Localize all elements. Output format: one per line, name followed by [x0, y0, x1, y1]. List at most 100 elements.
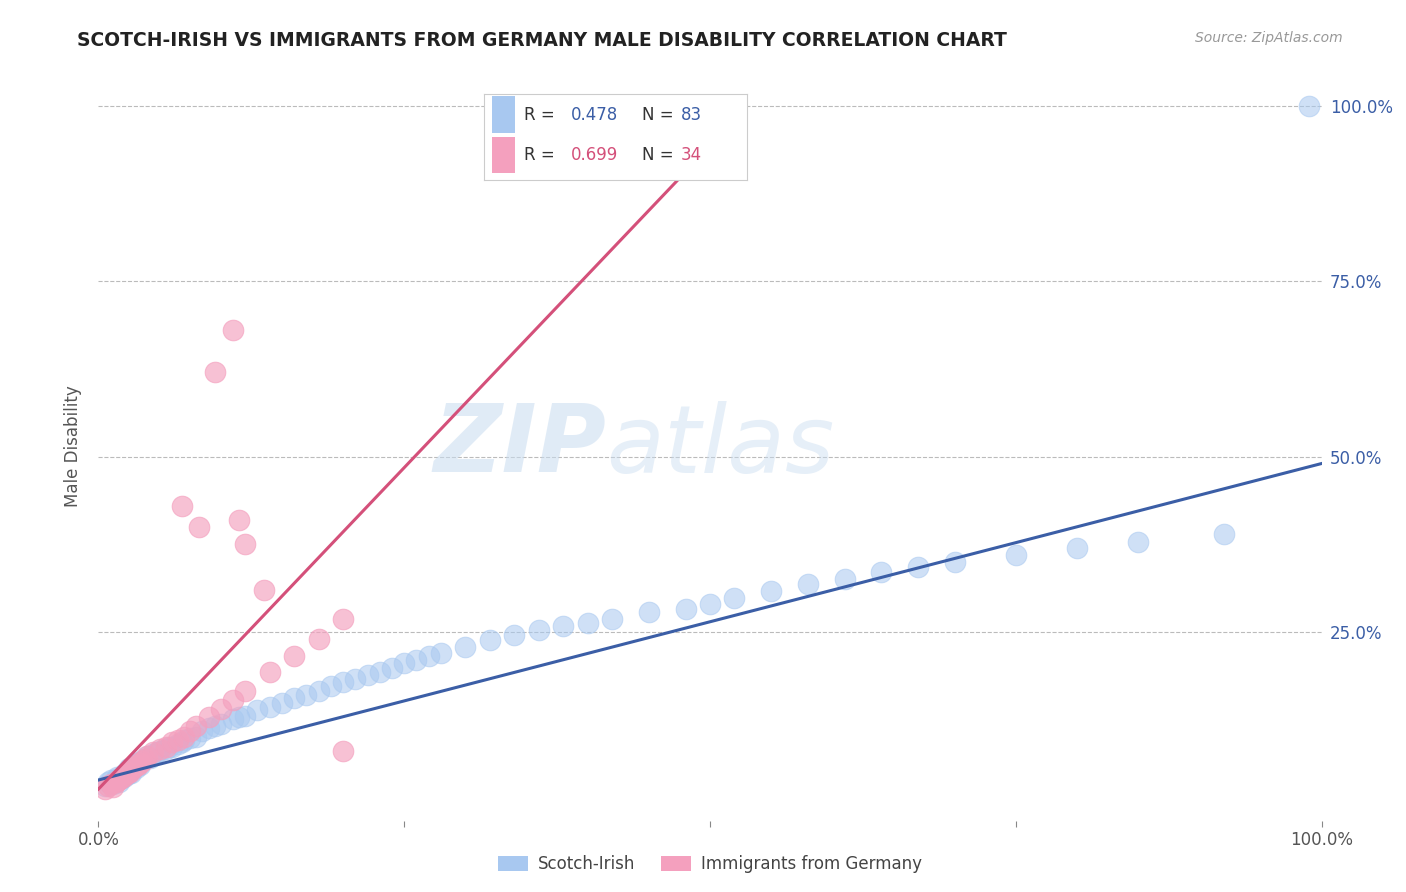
Point	[110, 772, 132, 786]
Point	[246, 703, 269, 717]
Point	[117, 767, 139, 781]
Point	[139, 750, 162, 764]
Point	[100, 772, 122, 787]
Point	[107, 772, 129, 787]
Point	[478, 632, 501, 647]
Point	[381, 661, 404, 675]
Point	[454, 640, 477, 654]
Point	[1004, 548, 1026, 562]
Point	[155, 742, 177, 756]
Point	[107, 772, 129, 787]
Point	[204, 366, 226, 380]
Point	[93, 779, 115, 793]
Point	[157, 740, 180, 755]
Point	[131, 754, 153, 768]
Point	[319, 679, 342, 693]
Point	[252, 582, 274, 597]
Text: ZIP: ZIP	[433, 400, 606, 492]
Point	[259, 700, 281, 714]
Point	[870, 565, 893, 579]
Point	[170, 499, 193, 513]
Point	[179, 731, 201, 745]
Point	[112, 770, 135, 784]
Point	[121, 761, 143, 775]
Point	[187, 519, 209, 533]
Point	[259, 665, 281, 680]
Point	[222, 693, 245, 707]
Point	[127, 757, 149, 772]
Point	[93, 782, 115, 797]
Point	[155, 740, 177, 755]
Point	[149, 743, 172, 757]
Text: SCOTCH-IRISH VS IMMIGRANTS FROM GERMANY MALE DISABILITY CORRELATION CHART: SCOTCH-IRISH VS IMMIGRANTS FROM GERMANY …	[77, 31, 1007, 50]
Point	[186, 730, 208, 744]
Point	[104, 772, 127, 786]
Point	[186, 719, 208, 733]
Point	[204, 719, 226, 733]
Point	[115, 764, 138, 779]
Point	[110, 772, 132, 786]
Point	[222, 712, 245, 726]
Point	[127, 756, 149, 771]
Point	[170, 735, 193, 749]
Y-axis label: Male Disability: Male Disability	[65, 385, 83, 507]
Point	[108, 775, 131, 789]
Point	[111, 770, 134, 784]
Text: atlas: atlas	[606, 401, 834, 491]
Point	[430, 646, 453, 660]
Point	[1212, 526, 1234, 541]
Point	[197, 710, 219, 724]
Point	[228, 512, 250, 526]
Point	[197, 721, 219, 735]
Point	[209, 717, 232, 731]
Text: Source: ZipAtlas.com: Source: ZipAtlas.com	[1195, 31, 1343, 45]
Point	[104, 775, 127, 789]
Point	[129, 754, 152, 768]
Point	[173, 730, 195, 744]
Point	[146, 745, 169, 759]
Point	[142, 745, 165, 759]
Point	[723, 591, 745, 605]
Point	[149, 742, 172, 756]
Point	[136, 749, 159, 764]
Point	[179, 724, 201, 739]
Point	[117, 766, 139, 780]
Point	[308, 632, 330, 646]
Point	[111, 768, 134, 782]
Point	[167, 733, 190, 747]
Point	[637, 605, 661, 619]
Point	[283, 649, 305, 664]
Point	[209, 701, 232, 715]
Point	[576, 616, 599, 631]
Point	[675, 602, 697, 616]
Point	[1128, 535, 1150, 549]
Point	[283, 691, 305, 706]
Point	[101, 780, 124, 794]
Point	[233, 537, 256, 551]
Point	[332, 743, 354, 757]
Point	[797, 577, 820, 591]
Point	[332, 612, 354, 626]
Point	[142, 747, 165, 761]
Point	[356, 668, 378, 682]
Point	[160, 740, 183, 755]
Point	[101, 777, 124, 791]
Point	[132, 752, 155, 766]
Point	[600, 612, 623, 626]
Point	[121, 761, 143, 775]
Point	[527, 623, 550, 637]
Point	[118, 761, 141, 775]
Point	[173, 733, 195, 747]
Point	[120, 763, 142, 777]
Point	[167, 737, 190, 751]
Point	[270, 696, 294, 710]
Point	[97, 779, 120, 793]
Point	[503, 628, 526, 642]
Point	[111, 770, 134, 784]
Point	[834, 572, 856, 586]
Legend: Scotch-Irish, Immigrants from Germany: Scotch-Irish, Immigrants from Germany	[492, 848, 928, 880]
Point	[124, 759, 146, 773]
Point	[907, 560, 929, 574]
Point	[120, 766, 142, 780]
Point	[129, 757, 152, 772]
